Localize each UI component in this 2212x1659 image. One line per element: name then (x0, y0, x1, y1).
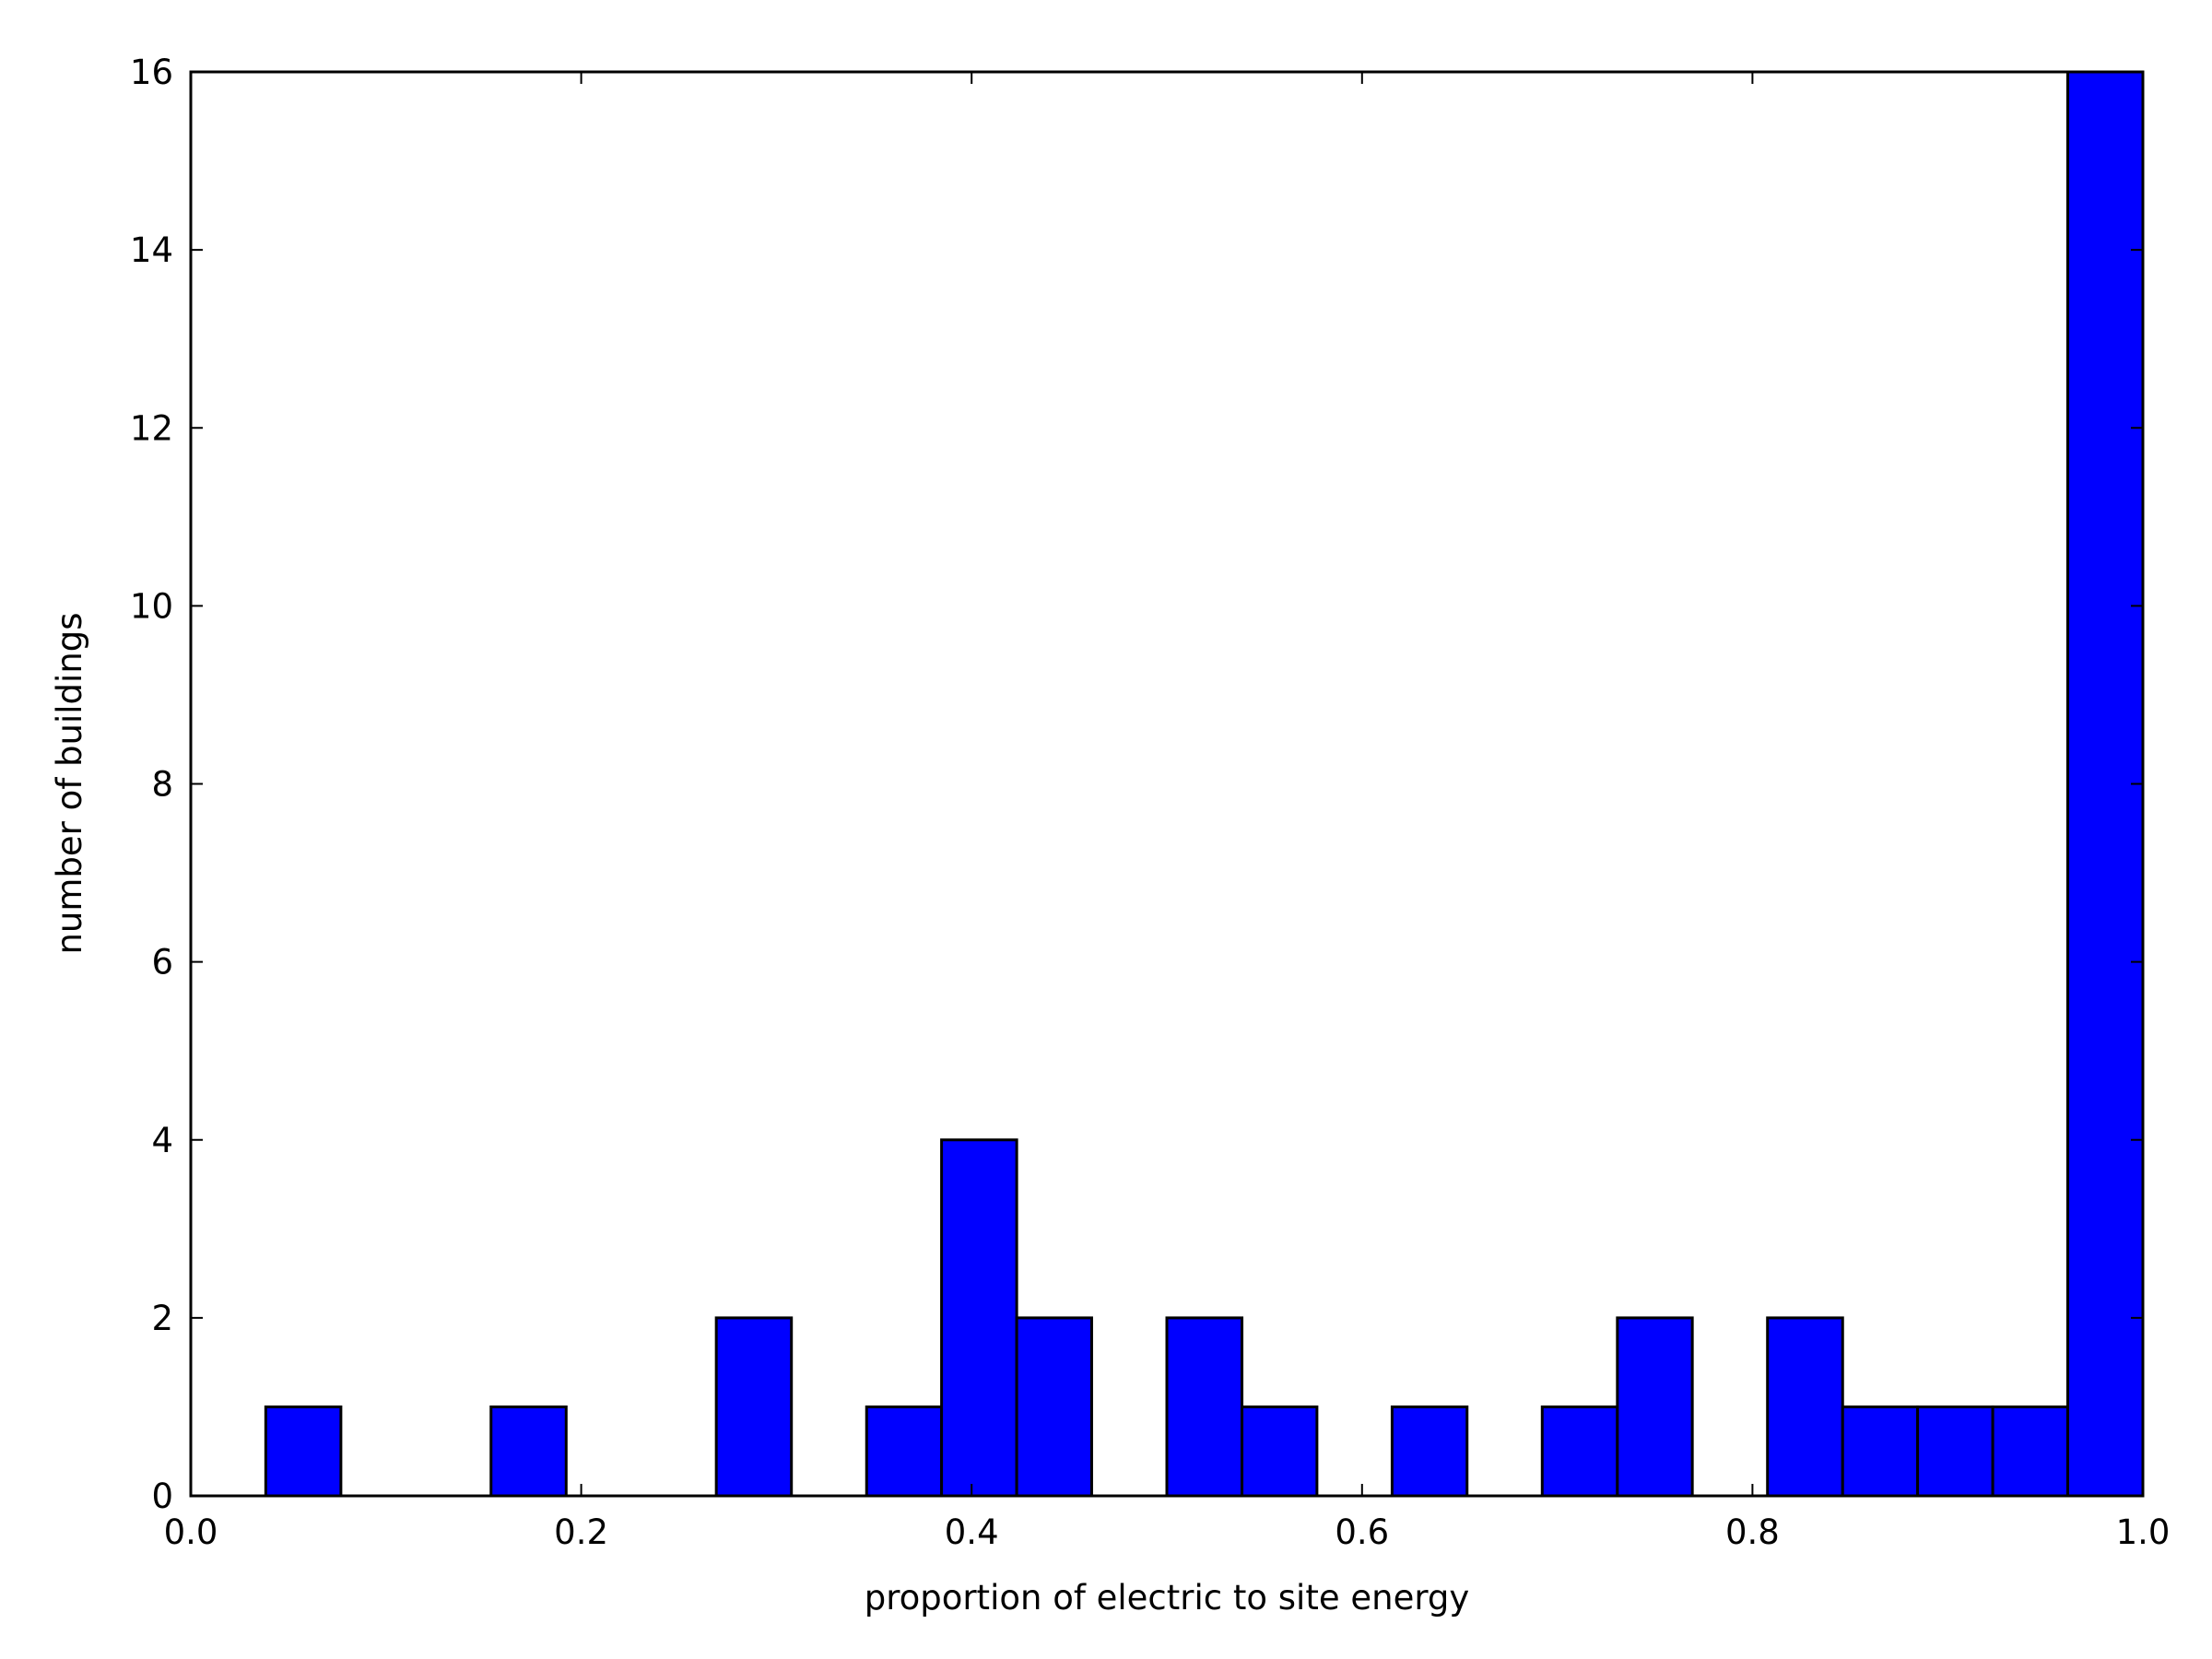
y-tick-label: 8 (151, 765, 173, 805)
x-tick-label: 1.0 (2116, 1512, 2171, 1552)
histogram-bar (1241, 1405, 1319, 1498)
y-axis-title: number of buildings (50, 612, 89, 954)
histogram-bar (1390, 1405, 1469, 1498)
histogram-bar (264, 1405, 343, 1498)
x-tick-label: 0.2 (554, 1512, 608, 1552)
histogram-bar (714, 1316, 794, 1498)
histogram-bar (1766, 1316, 1844, 1498)
y-tick-label: 10 (130, 586, 173, 626)
histogram-bar (1991, 1405, 2069, 1498)
ticks-group: 0.0 0.2 0.4 0.6 0.8 1.0 0 2 4 6 8 10 12 14 16 (130, 53, 2171, 1552)
plot-frame (189, 70, 2145, 1498)
x-tick-label: 0.8 (1725, 1512, 1780, 1552)
x-axis-title: proportion of electric to site energy (865, 1578, 1470, 1618)
histogram-bar (1015, 1316, 1093, 1498)
y-tick-label: 0 (151, 1477, 173, 1516)
histogram-bar (940, 1138, 1018, 1498)
bars-group (264, 70, 2145, 1498)
y-tick-label: 2 (151, 1299, 173, 1338)
x-tick-label: 0.6 (1335, 1512, 1389, 1552)
histogram-bar (865, 1405, 944, 1498)
y-tick-label: 6 (151, 943, 173, 982)
y-tick-label: 4 (151, 1121, 173, 1160)
histogram-bar (1841, 1405, 1920, 1498)
plot-area (191, 72, 2143, 1496)
y-tick-label: 14 (130, 230, 173, 270)
histogram-bar (2065, 70, 2145, 1498)
histogram-bar (1540, 1405, 1619, 1498)
x-tick-label: 0.0 (164, 1512, 218, 1552)
y-tick-label: 12 (130, 408, 173, 448)
x-tick-label: 0.4 (945, 1512, 999, 1552)
histogram-bar (1916, 1405, 1994, 1498)
histogram-bar (1165, 1316, 1244, 1498)
histogram-bar (1616, 1316, 1694, 1498)
histogram-bar (489, 1405, 568, 1498)
y-tick-label: 16 (130, 53, 173, 92)
